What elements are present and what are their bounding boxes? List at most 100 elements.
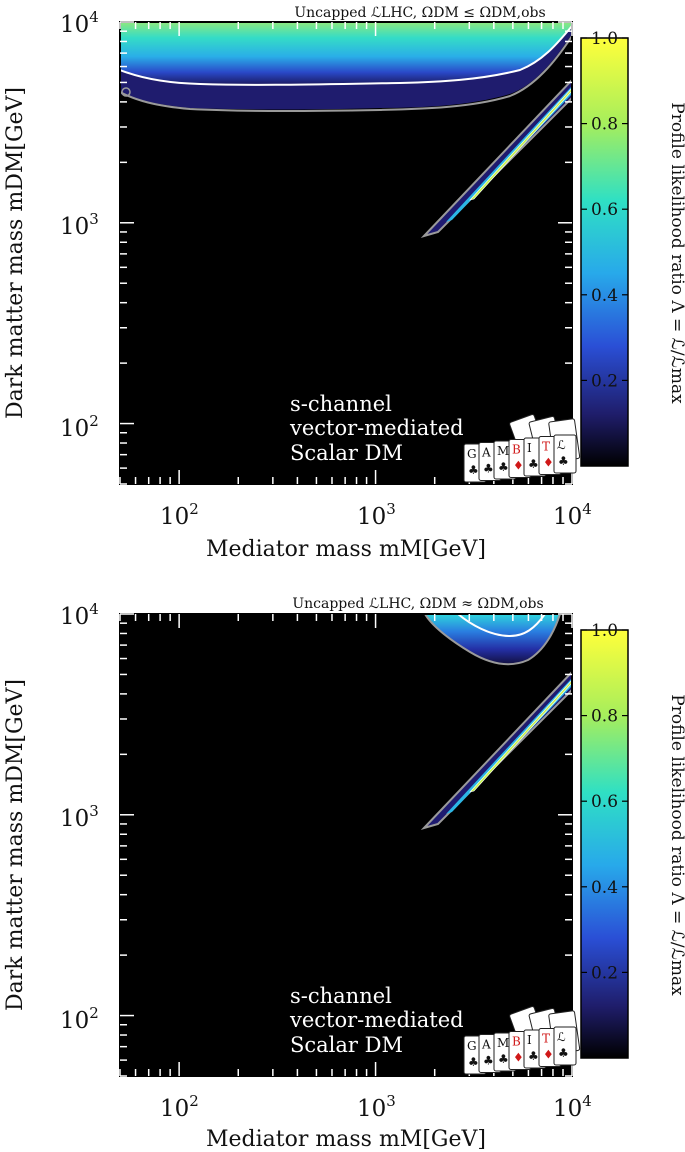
panel-2-plot-area	[120, 614, 572, 1076]
panel-1-y-axis-label: Dark matter mass mDM[GeV]	[3, 87, 28, 419]
panel-2-y-tick-labels: 104 103 102	[60, 600, 99, 1034]
colorbar-tick-label: 1.0	[591, 621, 618, 641]
panel-1-strip-outer	[420, 78, 572, 238]
panel-1-ytick-10e4: 104	[60, 8, 99, 38]
logo-card-suit: ♣	[483, 462, 494, 476]
panel-1-anno-line-3: Scalar DM	[290, 441, 403, 465]
panel-2-background	[120, 614, 572, 1076]
colorbar-tick-label: 0.2	[591, 371, 618, 391]
logo-card-suit: ♣	[468, 1055, 479, 1069]
panel-1-xtick-10e2: 102	[160, 500, 199, 530]
logo-card-suit: ♦	[513, 459, 524, 473]
colorbar-tick-label: 0.4	[591, 878, 618, 898]
panel-1-colorbar-ticks: 0.2 0.4 0.6 0.8 1.0	[581, 29, 628, 391]
logo-card-letter: ℒ	[557, 1030, 566, 1044]
logo-card-letter: B	[512, 443, 521, 457]
panel-2-xtick-10e3: 103	[357, 1092, 396, 1122]
logo-card-letter: ℒ	[557, 438, 566, 452]
logo-card-suit: ♣	[483, 1054, 494, 1068]
logo-card-letter: M	[497, 1036, 509, 1050]
panel-2-anno-line-2: vector-mediated	[289, 1008, 464, 1032]
panel-2-xtick-10e4: 104	[553, 1092, 592, 1122]
panel-1-anno-line-2: vector-mediated	[289, 416, 464, 440]
panel-2-anno-line-1: s-channel	[290, 984, 392, 1008]
panel-2-strip-inner	[469, 679, 572, 793]
panel-1-xtick-10e4: 104	[553, 500, 592, 530]
panel-1-band-region	[120, 22, 572, 85]
logo-card-suit: ♣	[468, 463, 479, 477]
logo-card-letter: G	[467, 1039, 477, 1053]
panel-1-annotation: s-channel vector-mediated Scalar DM	[289, 392, 464, 465]
panel-2-strip-mid	[446, 678, 572, 814]
panel-2-anno-line-3: Scalar DM	[290, 1033, 403, 1057]
colorbar-tick-label: 0.8	[591, 115, 618, 135]
panel-1-title: Uncapped ℒLHC, ΩDM ≤ ΩDM,obs	[294, 5, 545, 21]
logo-card-suit: ♦	[543, 1048, 554, 1062]
panel-2-strip-outer	[420, 670, 572, 830]
panel-2-ytick-10e2: 102	[60, 1004, 99, 1034]
panel-1-contour-2sigma	[120, 35, 572, 112]
logo-card-letter: B	[512, 1035, 521, 1049]
logo-card-suit: ♣	[498, 460, 509, 474]
panel-2-y-axis-label: Dark matter mass mDM[GeV]	[3, 679, 28, 1011]
colorbar-tick-label: 1.0	[591, 29, 618, 49]
panel-2-colorbar-label: Profile likelihood ratio Λ = ℒ/ℒmax	[667, 694, 685, 996]
panel-2-colorbar	[580, 629, 629, 1059]
panel-1-ytick-10e3: 103	[60, 210, 99, 240]
panel-2-xtick-10e2: 102	[160, 1092, 199, 1122]
panel-2-contour-2sigma	[424, 614, 561, 666]
panel-1-anno-line-1: s-channel	[290, 392, 392, 416]
panel-2-gambit-logo: G♣A♣M♣B♦I♣T♦ℒ♣	[463, 1006, 581, 1075]
logo-card-suit: ♦	[513, 1051, 524, 1065]
panel-1-frame	[119, 21, 573, 485]
logo-card-letter: A	[481, 1038, 491, 1052]
panel-1-strip-mid	[446, 86, 572, 222]
panel-1-contour-1sigma	[120, 25, 572, 86]
panel-1-colorbar-label: Profile likelihood ratio Λ = ℒ/ℒmax	[667, 102, 685, 404]
panel-1-ytick-10e2: 102	[60, 412, 99, 442]
panel-2-colorbar-ticks: 0.2 0.4 0.6 0.8 1.0	[581, 621, 628, 983]
colorbar-tick-label: 0.8	[591, 707, 618, 727]
colorbar-tick-label: 0.2	[591, 963, 618, 983]
panel-2-x-axis-label: Mediator mass mM[GeV]	[206, 1127, 486, 1152]
panel-1-band-lower	[120, 28, 572, 110]
logo-card-letter: T	[542, 440, 550, 454]
logo-card	[553, 434, 577, 474]
panel-2-contour-1sigma	[457, 614, 546, 638]
logo-card	[553, 1026, 577, 1066]
panel-1: Uncapped ℒLHC, ΩDM ≤ ΩDM,obs 104 103 102	[3, 5, 685, 562]
logo-card-suit: ♣	[528, 457, 539, 471]
colorbar-tick-label: 0.6	[591, 200, 618, 220]
logo-card-suit: ♣	[558, 1046, 569, 1060]
colorbar-tick-label: 0.6	[591, 792, 618, 812]
panel-1-gambit-logo: G♣A♣M♣B♦I♣T♦ℒ♣	[463, 414, 581, 483]
logo-card-suit: ♦	[543, 456, 554, 470]
panel-1-plot-area	[120, 22, 572, 484]
panel-2-annotation: s-channel vector-mediated Scalar DM	[289, 984, 464, 1057]
logo-card-suit: ♣	[528, 1049, 539, 1063]
panel-1-xtick-10e3: 103	[357, 500, 396, 530]
logo-card-letter: M	[497, 444, 509, 458]
panel-1-strip-inner	[469, 87, 572, 201]
logo-card-letter: I	[527, 441, 532, 455]
panel-2-title: Uncapped ℒLHC, ΩDM ≈ ΩDM,obs	[292, 596, 543, 612]
panel-1-y-tick-labels: 104 103 102	[60, 8, 99, 442]
panel-2-frame	[119, 613, 573, 1077]
panel-2-blob-region	[425, 614, 560, 665]
panel-2-ytick-10e3: 103	[60, 802, 99, 832]
panel-1-colorbar	[580, 37, 629, 467]
panel-1-x-tick-labels: 102 103 104	[160, 500, 592, 530]
logo-card-letter: G	[467, 447, 477, 461]
logo-card-letter: A	[481, 446, 491, 460]
panel-2-ytick-10e4: 104	[60, 600, 99, 630]
logo-card-suit: ♣	[558, 454, 569, 468]
logo-card-letter: I	[527, 1033, 532, 1047]
colorbar-tick-label: 0.4	[591, 286, 618, 306]
logo-card-letter: T	[542, 1032, 550, 1046]
panel-1-contour-island	[121, 87, 131, 97]
logo-card-suit: ♣	[498, 1052, 509, 1066]
panel-1-x-axis-label: Mediator mass mM[GeV]	[206, 537, 486, 562]
panel-2-x-tick-labels: 102 103 104	[160, 1092, 592, 1122]
panel-2: Uncapped ℒLHC, ΩDM ≈ ΩDM,obs 104 103 102…	[3, 596, 685, 1152]
